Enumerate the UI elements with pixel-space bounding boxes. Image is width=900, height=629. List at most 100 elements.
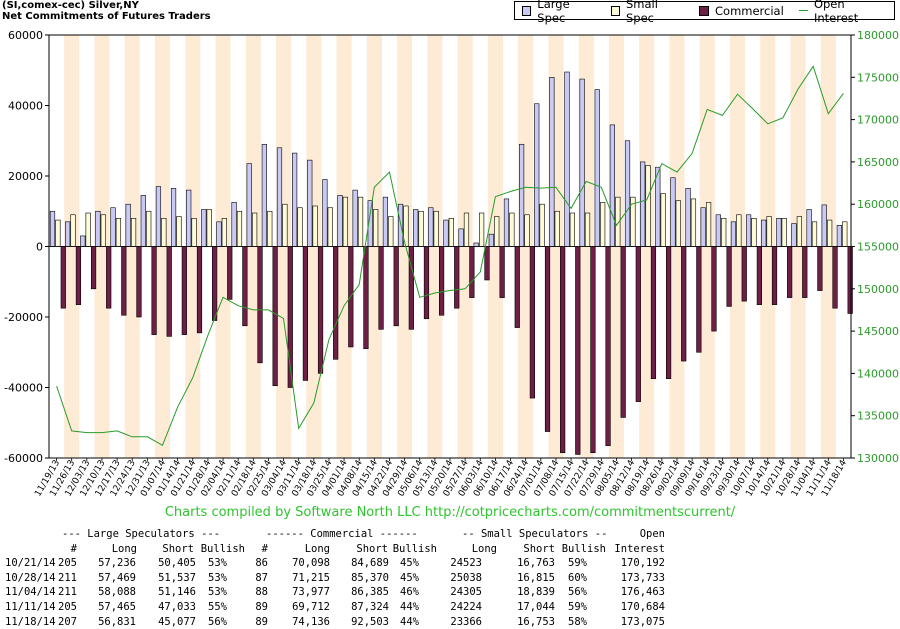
commercial-bar — [136, 246, 142, 318]
large-spec-bar — [458, 228, 464, 247]
table-cell: 44% — [400, 615, 419, 628]
large-spec-swatch — [522, 5, 532, 16]
small-spec-bar — [100, 214, 106, 247]
small-spec-bar — [494, 216, 500, 247]
table-cell: 24523 — [450, 557, 482, 570]
large-spec-bar — [640, 161, 646, 247]
left-tick-label: -20000 — [4, 311, 43, 324]
small-spec-bar — [236, 210, 243, 247]
table-cell: 92,503 — [351, 615, 389, 628]
commercial-bar — [302, 246, 309, 381]
large-spec-bar — [776, 218, 782, 247]
commercial-bar — [317, 246, 324, 374]
large-spec-bar — [261, 143, 267, 247]
large-spec-bar — [503, 198, 510, 247]
large-spec-bar — [488, 233, 494, 247]
table-cell: 53% — [208, 586, 227, 599]
small-spec-bar — [327, 207, 333, 247]
table-cell: 51,537 — [158, 571, 196, 584]
small-spec-bar — [55, 219, 61, 247]
small-spec-bar — [191, 218, 197, 247]
right-tick-label: 180000 — [857, 29, 899, 42]
small-spec-bar — [781, 218, 787, 247]
small-spec-bar — [297, 207, 303, 247]
large-spec-bar — [549, 77, 555, 247]
small-spec-bar — [645, 165, 651, 247]
left-tick-label: 20000 — [8, 170, 43, 183]
small-spec-bar — [584, 212, 591, 247]
large-spec-bar — [110, 207, 116, 247]
large-spec-bar — [337, 195, 343, 247]
large-spec-bar — [382, 196, 389, 247]
column-header: Short — [356, 542, 388, 555]
table-cell: 88 — [255, 586, 268, 599]
left-tick-label: -40000 — [4, 382, 43, 395]
small-spec-bar — [388, 216, 394, 247]
table-cell: 89 — [255, 600, 268, 613]
credit-line[interactable]: Charts compiled by Software North LLC ht… — [164, 505, 736, 520]
right-tick-label: 130000 — [857, 452, 899, 465]
group-header-commercial: ------ Commercial ------ — [266, 528, 418, 540]
table-cell: 86 — [255, 557, 268, 570]
commercial-bar — [60, 246, 66, 309]
commercial-bar — [90, 246, 97, 290]
small-spec-bar — [70, 214, 76, 247]
large-spec-bar — [670, 177, 676, 247]
large-spec-bar — [624, 140, 631, 247]
group-header-open: Open — [639, 528, 665, 540]
column-header: Bullish — [200, 542, 245, 555]
commercial-bar — [166, 246, 172, 337]
row-date: 11/18/14 — [5, 615, 56, 628]
row-date: 10/21/14 — [5, 557, 56, 570]
small-spec-bar — [690, 198, 697, 247]
large-spec-bar — [836, 225, 842, 247]
commercial-bar — [181, 246, 187, 335]
large-spec-bar — [579, 78, 585, 247]
commercial-bar — [454, 246, 460, 309]
small-spec-bar — [252, 212, 258, 247]
table-cell: 60% — [568, 571, 587, 584]
table-cell: 47,033 — [158, 600, 196, 613]
large-spec-bar — [594, 89, 600, 247]
large-spec-bar — [443, 219, 449, 247]
table-cell: 176,463 — [620, 586, 665, 599]
small-spec-bar — [448, 218, 454, 247]
small-spec-bar — [539, 203, 545, 247]
commercial-bar — [590, 246, 596, 454]
large-spec-bar — [186, 189, 192, 247]
commercial-bar — [787, 246, 793, 298]
right-tick-label: 165000 — [857, 156, 899, 169]
table-cell: 56% — [568, 586, 587, 599]
small-spec-bar — [751, 218, 757, 247]
commercial-bar — [529, 246, 535, 399]
table-cell: 45% — [400, 571, 419, 584]
table-cell: 70,098 — [292, 557, 330, 570]
large-spec-bar — [201, 209, 207, 247]
table-cell: 51,146 — [158, 586, 196, 599]
large-spec-bar — [216, 221, 222, 247]
commercial-bar — [423, 246, 430, 320]
commercial-bar — [544, 246, 551, 432]
commercial-bar — [272, 246, 278, 387]
large-spec-bar — [685, 188, 691, 247]
table-cell: 71,215 — [292, 571, 330, 584]
column-header: Long — [304, 542, 330, 555]
small-spec-bar — [509, 212, 515, 247]
commercial-bar — [151, 246, 157, 335]
column-header: Short — [523, 542, 555, 555]
large-spec-bar — [473, 242, 479, 247]
column-header: Short — [162, 542, 194, 555]
table-cell: 18,839 — [517, 586, 555, 599]
small-spec-bar — [433, 210, 439, 247]
table-cell: 45,077 — [158, 615, 196, 628]
table-cell: 211 — [58, 586, 77, 599]
table-cell: 53% — [208, 571, 227, 584]
large-spec-bar — [322, 179, 328, 247]
table-cell: 170,192 — [620, 557, 665, 570]
legend: Large Spec Small Spec Commercial Open In… — [514, 0, 895, 25]
table-cell: 59% — [568, 600, 587, 613]
large-spec-bar — [745, 214, 752, 247]
column-header: Bullish — [561, 542, 606, 555]
table-cell: 25038 — [450, 571, 482, 584]
small-spec-bar — [554, 210, 560, 247]
